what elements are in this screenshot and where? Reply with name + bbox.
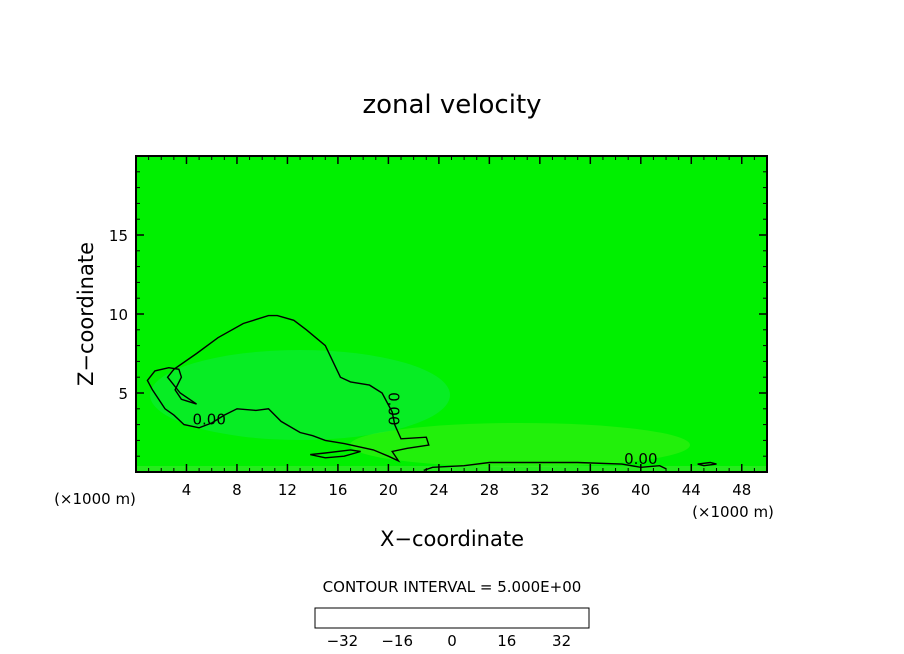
x-tick-label: 44 xyxy=(682,481,701,499)
contour-label-3: 0.00 xyxy=(624,450,657,468)
colorbar: −32 −16 0 16 32 xyxy=(314,607,590,650)
contour-line-4 xyxy=(697,461,717,467)
x-tick-label: 28 xyxy=(480,481,499,499)
x-tick-label: 40 xyxy=(631,481,650,499)
x-unit-label-right: (×1000 m) xyxy=(692,503,774,521)
y-axis-title: Z−coordinate xyxy=(74,242,98,386)
contour-line-0 xyxy=(146,314,430,463)
y-tick-label: 15 xyxy=(109,227,128,245)
x-unit-label-left: (×1000 m) xyxy=(54,490,136,508)
colorbar-tick-label: 16 xyxy=(497,632,516,650)
x-tick-label: 12 xyxy=(278,481,297,499)
x-tick-label: 24 xyxy=(429,481,448,499)
contour-lines: 0.00 0.00 0.00 xyxy=(146,314,717,472)
x-tick-label: 4 xyxy=(182,481,192,499)
contour-line-2 xyxy=(310,449,361,459)
chart-title: zonal velocity xyxy=(362,90,541,120)
x-tick-label: 16 xyxy=(328,481,347,499)
colorbar-tick-label: −16 xyxy=(381,632,413,650)
contour-line-3 xyxy=(423,461,667,472)
x-axis-title: X−coordinate xyxy=(380,527,524,551)
plot-field xyxy=(136,156,767,472)
x-tick-label: 36 xyxy=(581,481,600,499)
x-tick-label: 48 xyxy=(732,481,751,499)
contour-label-1: 0.00 xyxy=(384,392,402,425)
x-tick-label: 8 xyxy=(232,481,242,499)
y-tick-label: 10 xyxy=(109,306,128,324)
x-tick-label: 20 xyxy=(379,481,398,499)
x-tick-label: 32 xyxy=(530,481,549,499)
colorbar-tick-label: 32 xyxy=(552,632,571,650)
colorbar-tick-label: 0 xyxy=(447,632,457,650)
contour-label-0: 0.00 xyxy=(192,411,225,429)
colorbar-frame xyxy=(314,607,590,629)
y-tick-label: 5 xyxy=(118,385,128,403)
contour-interval-text: CONTOUR INTERVAL = 5.000E+00 xyxy=(323,578,582,596)
colorbar-tick-label: −32 xyxy=(327,632,359,650)
